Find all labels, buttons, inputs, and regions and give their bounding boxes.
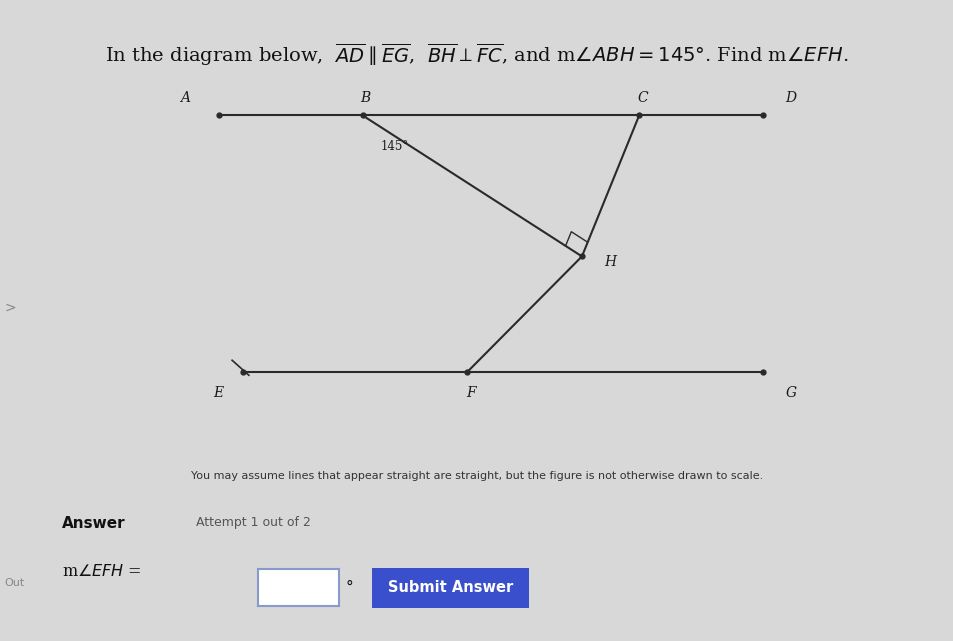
Text: G: G: [784, 386, 796, 400]
Text: m$\angle EFH$ =: m$\angle EFH$ =: [62, 563, 142, 580]
Text: >: >: [5, 301, 16, 315]
Text: Out: Out: [5, 578, 25, 588]
Text: E: E: [213, 386, 223, 400]
Text: 145°: 145°: [380, 140, 409, 153]
Text: You may assume lines that appear straight are straight, but the figure is not ot: You may assume lines that appear straigh…: [191, 471, 762, 481]
Text: C: C: [637, 91, 647, 105]
Text: Attempt 1 out of 2: Attempt 1 out of 2: [195, 516, 310, 529]
Text: °: °: [345, 579, 353, 595]
Text: A: A: [180, 91, 190, 105]
Text: Submit Answer: Submit Answer: [388, 580, 513, 595]
Text: In the diagram below,  $\overline{AD} \parallel \overline{EG}$,  $\overline{BH} : In the diagram below, $\overline{AD} \pa…: [105, 42, 848, 69]
Text: F: F: [465, 386, 475, 400]
Text: B: B: [360, 91, 371, 105]
Text: H: H: [603, 255, 616, 269]
Text: D: D: [784, 91, 796, 105]
Text: Answer: Answer: [62, 516, 126, 531]
